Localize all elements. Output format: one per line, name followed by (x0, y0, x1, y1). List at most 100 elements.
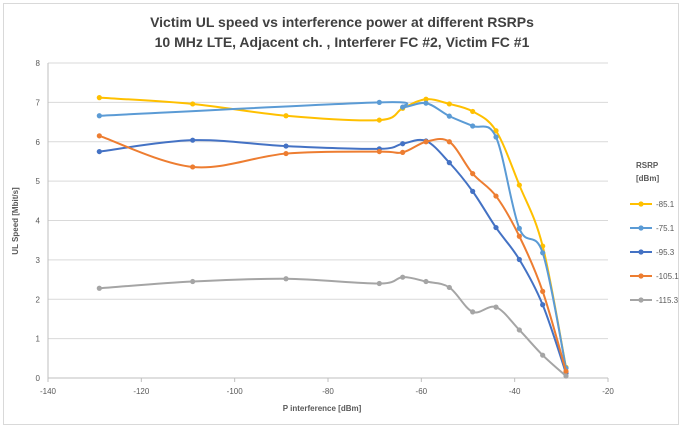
data-point (190, 137, 196, 143)
data-point (376, 117, 382, 123)
data-point (190, 164, 196, 170)
series-line (99, 276, 567, 377)
data-point (190, 278, 196, 285)
y-tick-label: 2 (36, 295, 41, 304)
legend-label: -105.1 (656, 272, 679, 281)
series-line (99, 96, 567, 368)
chart-subtitle: 10 MHz LTE, Adjacent ch. , Interferer FC… (154, 34, 530, 50)
data-point (96, 285, 102, 291)
axes: 0 1 2 3 4 5 6 7 8 -140 -120 -100 -80 -60 -40 -20 (36, 59, 615, 396)
legend-label: -85.1 (656, 200, 675, 209)
data-point (283, 143, 289, 149)
data-point (493, 304, 499, 310)
data-point (96, 113, 102, 119)
legend-item: -115.3 (630, 296, 679, 305)
legend-title: [dBm] (636, 174, 659, 183)
legend-item: -105.1 (630, 272, 679, 281)
x-tick-label: -120 (133, 387, 150, 396)
y-axis-label: UL Speed [Mbit/s] (11, 187, 20, 255)
data-point (540, 250, 546, 256)
data-point (283, 150, 289, 157)
legend-title: RSRP (636, 161, 659, 170)
series--85.1 (96, 95, 569, 370)
legend-label: -95.3 (656, 248, 675, 257)
gridlines (48, 62, 608, 379)
series-line (99, 134, 567, 372)
series-line (99, 138, 567, 374)
data-point (400, 274, 406, 280)
legend-marker (638, 273, 644, 279)
legend-label: -75.1 (656, 224, 675, 233)
series--105.1 (96, 133, 569, 374)
data-point (446, 160, 452, 166)
data-point (563, 373, 569, 379)
data-point (423, 278, 429, 285)
x-tick-label: -20 (602, 387, 614, 396)
legend-item: -85.1 (630, 200, 675, 209)
data-point (540, 352, 546, 358)
data-point (376, 280, 382, 287)
data-point (470, 171, 476, 177)
data-point (516, 233, 522, 239)
data-point (493, 193, 499, 199)
data-point (470, 309, 476, 315)
data-point (96, 133, 102, 139)
data-point (470, 188, 476, 194)
data-point (190, 101, 196, 107)
y-tick-label: 5 (36, 177, 41, 186)
x-axis-label: P interference [dBm] (283, 404, 362, 413)
legend-marker (638, 297, 644, 303)
data-point (470, 108, 476, 115)
legend-item: -75.1 (630, 224, 675, 233)
data-point (493, 128, 499, 134)
data-point (423, 100, 429, 106)
series--95.3 (96, 137, 569, 376)
y-tick-label: 7 (36, 98, 41, 107)
x-tick-label: -100 (227, 387, 244, 396)
data-point (376, 99, 382, 105)
series-lines (96, 95, 569, 379)
legend-item: -95.3 (630, 248, 675, 257)
data-point (516, 327, 522, 333)
y-tick-label: 0 (36, 374, 41, 383)
data-point (423, 139, 429, 145)
series--115.3 (96, 274, 569, 379)
legend-marker (638, 225, 644, 231)
data-point (400, 149, 406, 155)
data-point (96, 95, 102, 101)
chart-frame (3, 3, 679, 425)
x-tick-label: -140 (40, 387, 57, 396)
legend-marker (638, 249, 644, 255)
legend-marker (638, 201, 644, 207)
data-point (446, 101, 452, 107)
data-point (516, 182, 522, 188)
data-point (516, 225, 522, 231)
data-point (446, 284, 452, 291)
y-tick-label: 8 (36, 59, 41, 68)
y-tick-label: 3 (36, 256, 41, 265)
data-point (376, 148, 382, 155)
data-point (446, 139, 452, 145)
data-point (400, 141, 406, 147)
data-point (283, 276, 289, 282)
data-point (446, 113, 452, 119)
data-point (563, 368, 569, 374)
x-tick-label: -40 (509, 387, 521, 396)
data-point (540, 288, 546, 294)
data-point (400, 104, 406, 110)
x-tick-label: -80 (322, 387, 334, 396)
y-tick-label: 4 (36, 217, 41, 226)
data-point (493, 134, 499, 140)
legend: RSRP [dBm] -85.1 -75.1 -95.3 -105.1 -115.3 (630, 161, 679, 305)
data-point (96, 148, 102, 155)
data-point (516, 256, 522, 263)
data-point (470, 123, 476, 129)
y-tick-label: 6 (36, 138, 41, 147)
legend-label: -115.3 (656, 296, 679, 305)
chart-title: Victim UL speed vs interference power at… (150, 14, 534, 30)
data-point (423, 96, 429, 102)
x-tick-label: -60 (416, 387, 428, 396)
data-point (540, 302, 546, 308)
y-tick-label: 1 (36, 335, 41, 344)
